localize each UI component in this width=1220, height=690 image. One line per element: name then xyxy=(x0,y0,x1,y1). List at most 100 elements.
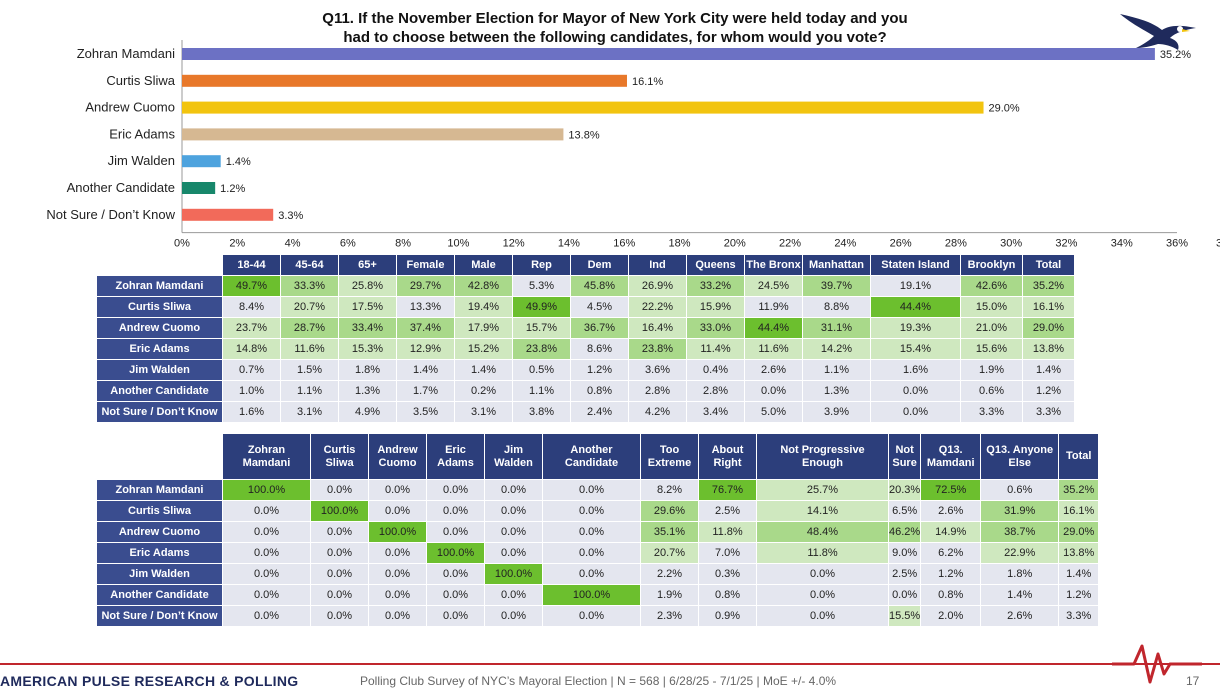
table-cell: 17.5% xyxy=(338,296,397,318)
category-label: Curtis Sliwa xyxy=(106,73,175,88)
table-cell: 0.0% xyxy=(484,542,543,564)
table-cell: 14.1% xyxy=(756,500,889,522)
table-cell: 2.0% xyxy=(920,605,982,627)
table-cell: 100.0% xyxy=(310,500,369,522)
bar xyxy=(182,208,274,221)
table-cell: 0.0% xyxy=(426,500,485,522)
table-cell: 13.3% xyxy=(396,296,455,318)
table-cell: 0.0% xyxy=(426,584,485,606)
table-cell: 0.6% xyxy=(960,380,1023,402)
title-line-2: had to choose between the following cand… xyxy=(343,29,887,46)
column-header: About Right xyxy=(698,433,757,480)
row-label: Jim Walden xyxy=(96,359,223,381)
x-tick-label: 10% xyxy=(447,238,469,250)
table-cell: 0.0% xyxy=(222,563,311,585)
table-cell: 0.0% xyxy=(542,479,641,501)
x-tick-label: 26% xyxy=(890,238,912,250)
table-cell: 35.2% xyxy=(1058,479,1100,501)
table-cell: 3.3% xyxy=(960,401,1023,423)
category-label: Andrew Cuomo xyxy=(85,100,175,115)
table-cell: 0.0% xyxy=(484,500,543,522)
row-label: Curtis Sliwa xyxy=(96,296,223,318)
table-cell: 19.1% xyxy=(870,275,961,297)
table-cell: 72.5% xyxy=(920,479,982,501)
table-row: Another Candidate 0.0% 0.0% 0.0% 0.0% 0.0% 100… xyxy=(96,584,1100,606)
table-row: Not Sure / Don’t Know 0.0% 0.0% 0.0% 0.0% 0.0… xyxy=(96,605,1100,627)
column-header: 18-44 xyxy=(222,254,281,276)
table-cell: 0.0% xyxy=(542,500,641,522)
table-cell: 0.6% xyxy=(980,479,1060,501)
column-header: Andrew Cuomo xyxy=(368,433,427,480)
row-label: Eric Adams xyxy=(96,338,223,360)
table-cell: 5.3% xyxy=(512,275,571,297)
table-cell: 11.8% xyxy=(698,521,757,543)
table-cell: 2.4% xyxy=(570,401,629,423)
table-row: Eric Adams 0.0% 0.0% 0.0% 100.0% 0.0% 0.0% 20.7… xyxy=(96,542,1100,564)
category-label: Jim Walden xyxy=(108,153,175,168)
table-cell: 8.2% xyxy=(640,479,699,501)
table-cell: 0.0% xyxy=(222,500,311,522)
table-cell: 0.0% xyxy=(756,563,889,585)
table-cell: 0.0% xyxy=(222,521,311,543)
table-cell: 1.4% xyxy=(980,584,1060,606)
table-cell: 31.9% xyxy=(980,500,1060,522)
column-header: Queens xyxy=(686,254,745,276)
table-row: Andrew Cuomo 0.0% 0.0% 100.0% 0.0% 0.0% 0.0% 35… xyxy=(96,521,1100,543)
table-cell: 0.0% xyxy=(484,521,543,543)
row-label: Zohran Mamdani xyxy=(96,479,223,501)
table-cell: 14.9% xyxy=(920,521,982,543)
table-cell: 13.8% xyxy=(1058,542,1100,564)
eagle-logo-icon xyxy=(1120,14,1196,50)
table-cell: 0.3% xyxy=(698,563,757,585)
footer-survey-note: Polling Club Survey of NYC’s Mayoral Ele… xyxy=(360,674,837,688)
table-cell: 0.0% xyxy=(542,563,641,585)
table-cell: 1.4% xyxy=(1058,563,1100,585)
table-cell: 1.3% xyxy=(338,380,397,402)
table-cell: 11.4% xyxy=(686,338,745,360)
x-tick-label: 18% xyxy=(668,238,690,250)
table-cell: 1.6% xyxy=(222,401,281,423)
table-cell: 11.6% xyxy=(744,338,803,360)
table-cell: 11.8% xyxy=(756,542,889,564)
table-cell: 26.9% xyxy=(628,275,687,297)
footer-brand: AMERICAN PULSE RESEARCH & POLLING xyxy=(0,673,299,689)
table-cell: 0.2% xyxy=(454,380,513,402)
category-label: Zohran Mamdani xyxy=(77,46,175,61)
table-cell: 0.0% xyxy=(368,500,427,522)
table-cell: 2.5% xyxy=(887,563,922,585)
row-label: Another Candidate xyxy=(96,380,223,402)
table-cell: 0.0% xyxy=(368,479,427,501)
table-cell: 0.8% xyxy=(698,584,757,606)
table-cell: 11.9% xyxy=(744,296,803,318)
table-cell: 37.4% xyxy=(396,317,455,339)
x-tick-label: 28% xyxy=(945,238,967,250)
table-corner xyxy=(96,433,223,480)
category-label: Eric Adams xyxy=(109,126,175,141)
row-label: Andrew Cuomo xyxy=(96,521,223,543)
table-cell: 100.0% xyxy=(426,542,485,564)
bar xyxy=(182,74,627,87)
table-cell: 48.4% xyxy=(756,521,889,543)
bar-value-label: 16.1% xyxy=(632,76,663,88)
column-header: Dem xyxy=(570,254,629,276)
table-cell: 15.5% xyxy=(887,605,922,627)
table-cell: 42.8% xyxy=(454,275,513,297)
page-number: 17 xyxy=(1186,674,1200,688)
table-cell: 0.0% xyxy=(756,605,889,627)
table-cell: 33.0% xyxy=(686,317,745,339)
table-cell: 46.2% xyxy=(887,521,922,543)
table-cell: 2.6% xyxy=(920,500,982,522)
table-cell: 21.0% xyxy=(960,317,1023,339)
table-cell: 3.6% xyxy=(628,359,687,381)
table-cell: 19.4% xyxy=(454,296,513,318)
table-cell: 33.3% xyxy=(280,275,339,297)
table-cell: 0.0% xyxy=(310,605,369,627)
table-cell: 17.9% xyxy=(454,317,513,339)
table-cell: 0.7% xyxy=(222,359,281,381)
bar-value-label: 3.3% xyxy=(278,210,303,222)
table-cell: 28.7% xyxy=(280,317,339,339)
table-cell: 1.1% xyxy=(280,380,339,402)
table-cell: 33.4% xyxy=(338,317,397,339)
table-cell: 2.2% xyxy=(640,563,699,585)
table-row: Curtis Sliwa 0.0% 100.0% 0.0% 0.0% 0.0% 0.0% 29… xyxy=(96,500,1100,522)
